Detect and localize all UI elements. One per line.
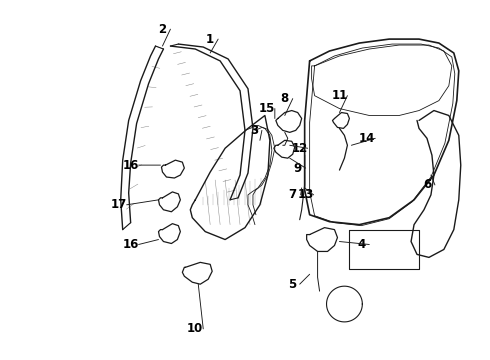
Text: 3: 3 [250,124,258,137]
Text: 15: 15 [259,102,275,115]
Text: 16: 16 [122,159,139,172]
Text: 11: 11 [331,89,347,102]
Text: 5: 5 [288,278,296,291]
Text: 13: 13 [297,188,314,201]
Text: 16: 16 [122,238,139,251]
Text: 17: 17 [111,198,127,211]
Text: 2: 2 [158,23,167,36]
Text: 14: 14 [359,132,375,145]
Text: 6: 6 [423,179,431,192]
Text: 4: 4 [357,238,366,251]
Text: 10: 10 [187,322,203,336]
Text: 1: 1 [206,33,214,46]
Text: 12: 12 [292,142,308,155]
Text: 7: 7 [289,188,297,201]
Text: 9: 9 [294,162,302,175]
Text: 8: 8 [281,92,289,105]
